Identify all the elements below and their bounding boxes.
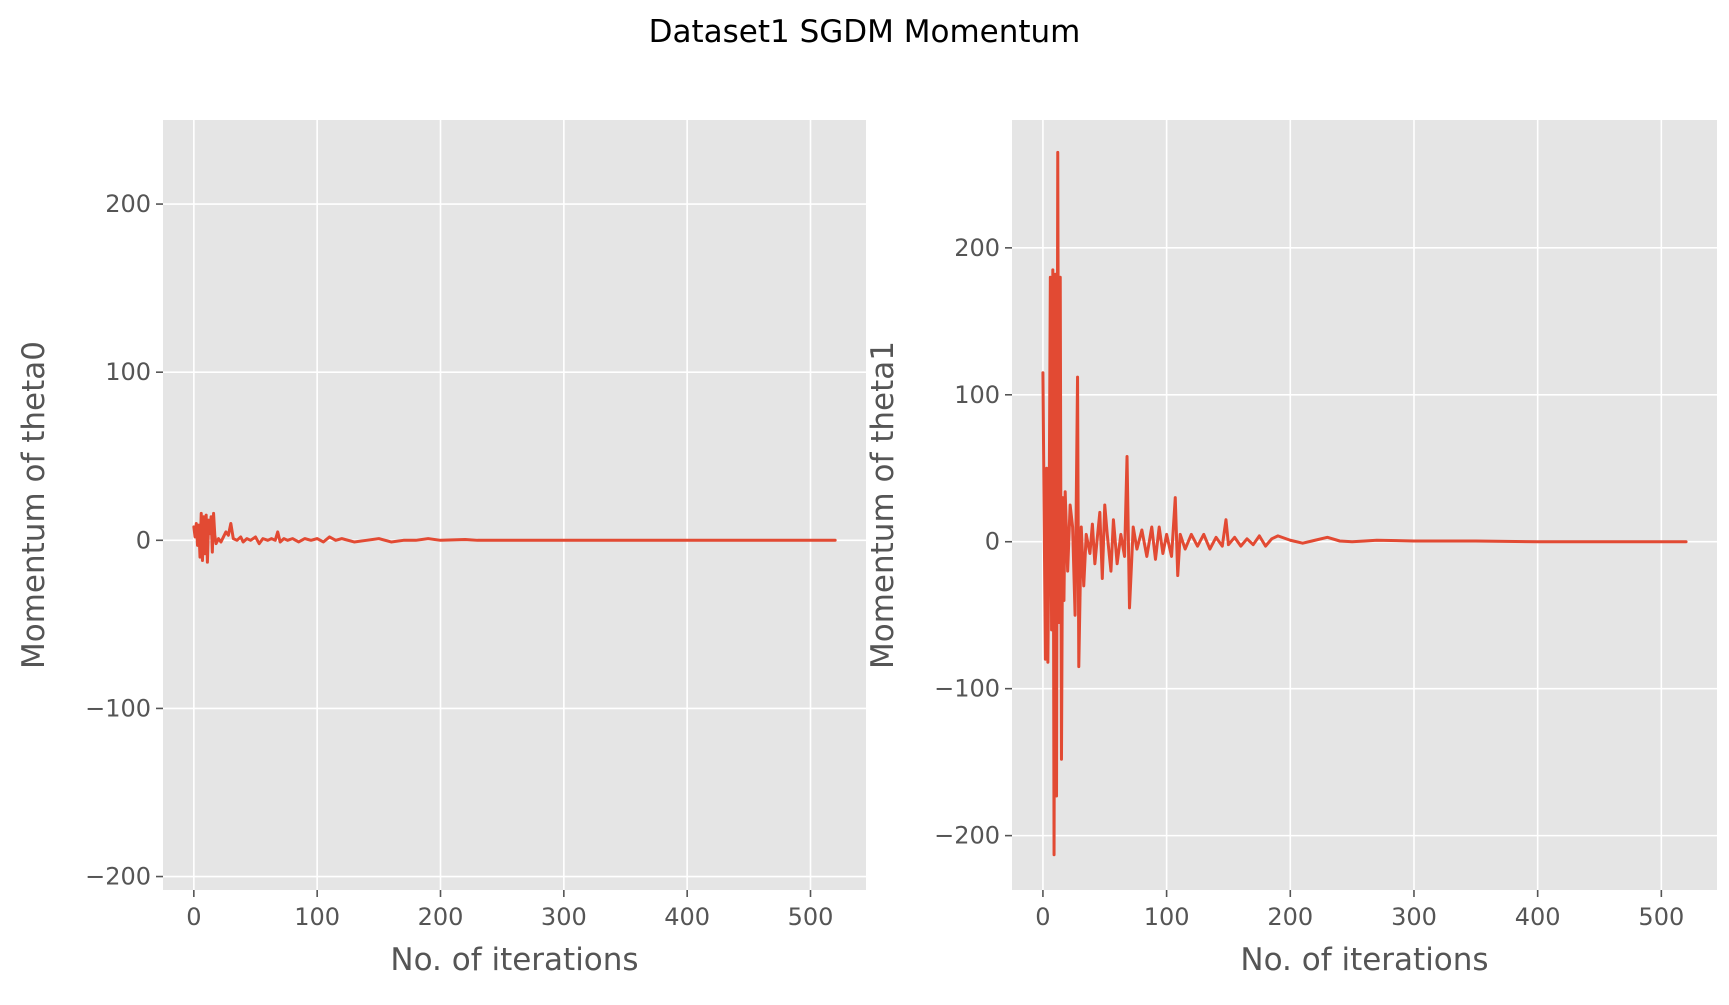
- y-axis-label: Momentum of theta1: [865, 341, 901, 669]
- x-tick-label: 400: [1515, 903, 1561, 931]
- x-tick-label: 100: [1144, 903, 1190, 931]
- figure-title: Dataset1 SGDM Momentum: [648, 14, 1081, 50]
- y-tick-label: −100: [85, 694, 151, 722]
- y-tick-label: 100: [105, 358, 151, 386]
- subplot-2: 0 100 200 300 400 500 −200 −100 0 100 200 No. of it…: [865, 120, 1717, 978]
- series-line: [1041, 150, 1688, 857]
- x-tick-label: 200: [418, 903, 464, 931]
- x-tick-label: 400: [664, 903, 710, 931]
- y-tick-label: −100: [934, 675, 1000, 703]
- y-axis-label: Momentum of theta0: [16, 341, 52, 669]
- y-tick-label: 0: [136, 526, 151, 554]
- x-axis-label: No. of iterations: [1240, 942, 1488, 978]
- y-tick-label: 200: [105, 190, 151, 218]
- x-tick-label: 100: [294, 903, 340, 931]
- y-tick-label: 200: [954, 234, 1000, 262]
- x-tick-label: 0: [1035, 903, 1050, 931]
- y-tick-label: 100: [954, 381, 1000, 409]
- x-tick-label: 0: [186, 903, 201, 931]
- x-tick-label: 200: [1267, 903, 1313, 931]
- subplot-1: 0 100 200 300 400 500 −200 −100 0 100 200 No. of it…: [16, 120, 866, 978]
- plot-area: [163, 120, 866, 890]
- series-line: [192, 511, 837, 564]
- x-tick-label: 500: [788, 903, 834, 931]
- x-tick-label: 300: [541, 903, 587, 931]
- x-tick-label: 500: [1638, 903, 1684, 931]
- x-tick-label: 300: [1391, 903, 1437, 931]
- y-tick-label: −200: [85, 863, 151, 891]
- x-axis-label: No. of iterations: [390, 942, 638, 978]
- y-tick-label: −200: [934, 822, 1000, 850]
- plot-area: [1012, 120, 1717, 890]
- y-tick-label: 0: [985, 528, 1000, 556]
